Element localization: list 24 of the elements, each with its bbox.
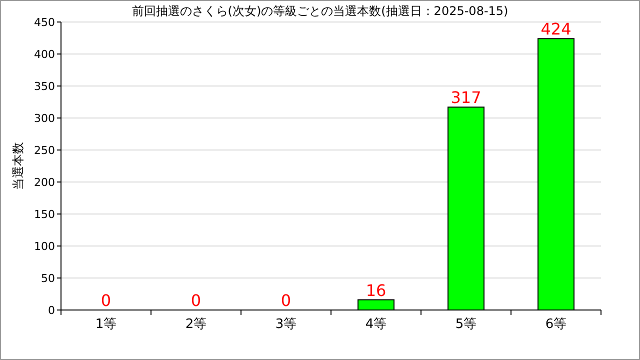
y-tick-label: 300 [34,112,55,125]
y-tick-label: 50 [41,272,55,285]
y-tick-label: 450 [34,16,55,29]
data-label: 424 [540,20,572,39]
y-tick-label: 400 [34,48,55,61]
x-tick-label: 6等 [545,317,567,332]
y-tick-label: 150 [34,208,55,221]
x-tick-label: 1等 [95,317,117,332]
y-tick-label: 250 [34,144,55,157]
data-label: 0 [190,291,202,310]
data-label: 16 [366,280,386,300]
y-tick-label: 200 [34,176,55,189]
x-tick-label: 2等 [185,317,207,332]
data-label: 317 [450,88,482,108]
x-tick-label: 3等 [275,317,297,332]
data-label: 0 [100,291,112,310]
y-tick-label: 100 [34,240,55,253]
x-tick-label: 5等 [455,317,477,332]
x-tick-label: 4等 [365,317,387,332]
y-axis-title: 当選本数 [11,142,25,190]
chart-title: 前回抽選のさくら(次女)の等級ごとの当選本数(抽選日：2025-08-15) [132,4,508,18]
y-tick-label: 0 [48,304,55,317]
data-label: 0 [280,291,292,310]
y-tick-label: 350 [34,80,55,93]
